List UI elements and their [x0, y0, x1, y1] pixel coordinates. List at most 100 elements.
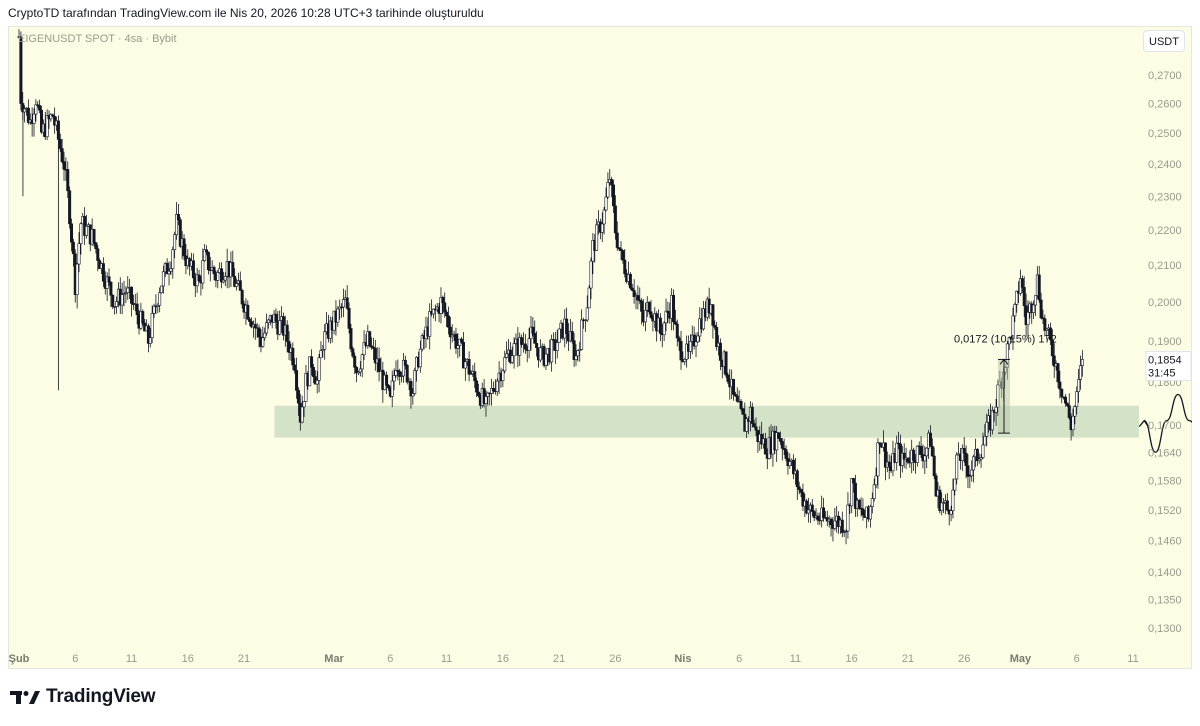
candle: [816, 512, 820, 525]
candle: [797, 481, 801, 495]
candle-down: [792, 459, 796, 475]
candle: [1037, 265, 1041, 303]
candle-down: [822, 507, 826, 519]
candle-up: [120, 294, 124, 306]
candle-up: [235, 283, 239, 287]
candle: [26, 99, 30, 125]
candle-up: [75, 263, 79, 295]
candle-up: [990, 409, 994, 431]
candle-down: [857, 499, 861, 509]
candle-down: [718, 342, 722, 361]
candle: [523, 333, 527, 354]
y-tick-label: 0,2600: [1148, 98, 1182, 110]
candle: [673, 309, 677, 326]
candle: [291, 342, 295, 371]
candle-up: [167, 270, 171, 275]
y-tick-label: 0,1400: [1148, 567, 1182, 579]
candle: [377, 347, 381, 382]
candle: [120, 282, 124, 315]
candle: [840, 511, 844, 538]
candle-down: [816, 515, 820, 521]
candle: [75, 262, 79, 309]
measure-label: 0,0172 (10,15%) 172: [954, 333, 1057, 345]
candle: [852, 477, 856, 493]
candle: [1039, 292, 1043, 320]
candle-down: [801, 492, 805, 507]
candle: [702, 300, 706, 331]
candle-down: [782, 448, 786, 450]
candle-up: [390, 380, 394, 397]
candle: [640, 298, 644, 325]
candle-up: [842, 531, 846, 533]
candle-down: [902, 452, 906, 460]
candle-down: [238, 280, 242, 291]
candle-up: [113, 306, 117, 308]
candle-up: [953, 478, 957, 491]
candle: [538, 339, 542, 363]
candle-down: [1063, 396, 1067, 404]
candle: [490, 378, 494, 406]
candle: [679, 330, 683, 370]
candle-up: [34, 104, 38, 115]
candle-up: [32, 113, 36, 124]
tradingview-logo-icon: [10, 691, 40, 704]
x-tick-label: 11: [441, 653, 452, 665]
candle-down: [109, 281, 113, 296]
candle-down: [285, 324, 289, 342]
candle: [253, 317, 257, 340]
tradingview-brand[interactable]: TradingView: [10, 686, 156, 708]
x-tick-label: Şub: [9, 653, 30, 665]
candle: [473, 362, 477, 389]
candle: [535, 331, 539, 357]
candle-down: [799, 489, 803, 493]
candle: [319, 341, 323, 359]
candle-down: [349, 328, 353, 350]
candle-down: [805, 500, 809, 514]
candle: [62, 151, 66, 181]
candle: [156, 303, 160, 314]
candle-down: [780, 441, 784, 449]
candle: [92, 228, 96, 247]
candle-down: [1041, 317, 1045, 320]
candle: [1067, 393, 1071, 420]
candle: [805, 498, 809, 515]
candle-down: [58, 139, 62, 149]
candle: [1056, 362, 1060, 389]
price-chart[interactable]: 0,0172 (10,15%) 172 0,2700 0,2600 0,2500 0,…: [8, 26, 1192, 669]
candle: [621, 249, 625, 264]
candle-up: [683, 359, 687, 362]
candle-up: [336, 308, 340, 323]
candle-down: [233, 275, 237, 287]
candle-down: [777, 432, 781, 439]
candle-down: [852, 478, 856, 484]
candle: [788, 453, 792, 469]
candle-down: [441, 297, 445, 304]
candle-down: [295, 370, 299, 391]
candle-up: [23, 108, 27, 113]
candle: [694, 332, 698, 358]
candle: [411, 388, 415, 405]
candle-up: [602, 209, 606, 225]
candle: [739, 398, 743, 411]
candle: [358, 361, 362, 377]
currency-button[interactable]: USDT: [1143, 30, 1185, 52]
candle-down: [446, 315, 450, 328]
candle-down: [610, 179, 614, 186]
candle-up: [550, 339, 554, 363]
candle-up: [79, 223, 83, 244]
candle: [583, 319, 587, 332]
candle-up: [970, 469, 974, 477]
candle: [778, 431, 782, 445]
candle: [206, 251, 210, 275]
candle: [385, 371, 389, 394]
candle: [336, 306, 340, 327]
candle-countdown: 31:45: [1148, 367, 1176, 379]
candle-down: [1058, 381, 1062, 390]
candle: [51, 113, 55, 117]
candle-down: [754, 426, 758, 431]
x-tick-label: 21: [553, 653, 565, 665]
candle-down: [887, 461, 891, 467]
candle: [158, 287, 162, 313]
candle-up: [1015, 290, 1019, 305]
candle: [274, 308, 278, 329]
